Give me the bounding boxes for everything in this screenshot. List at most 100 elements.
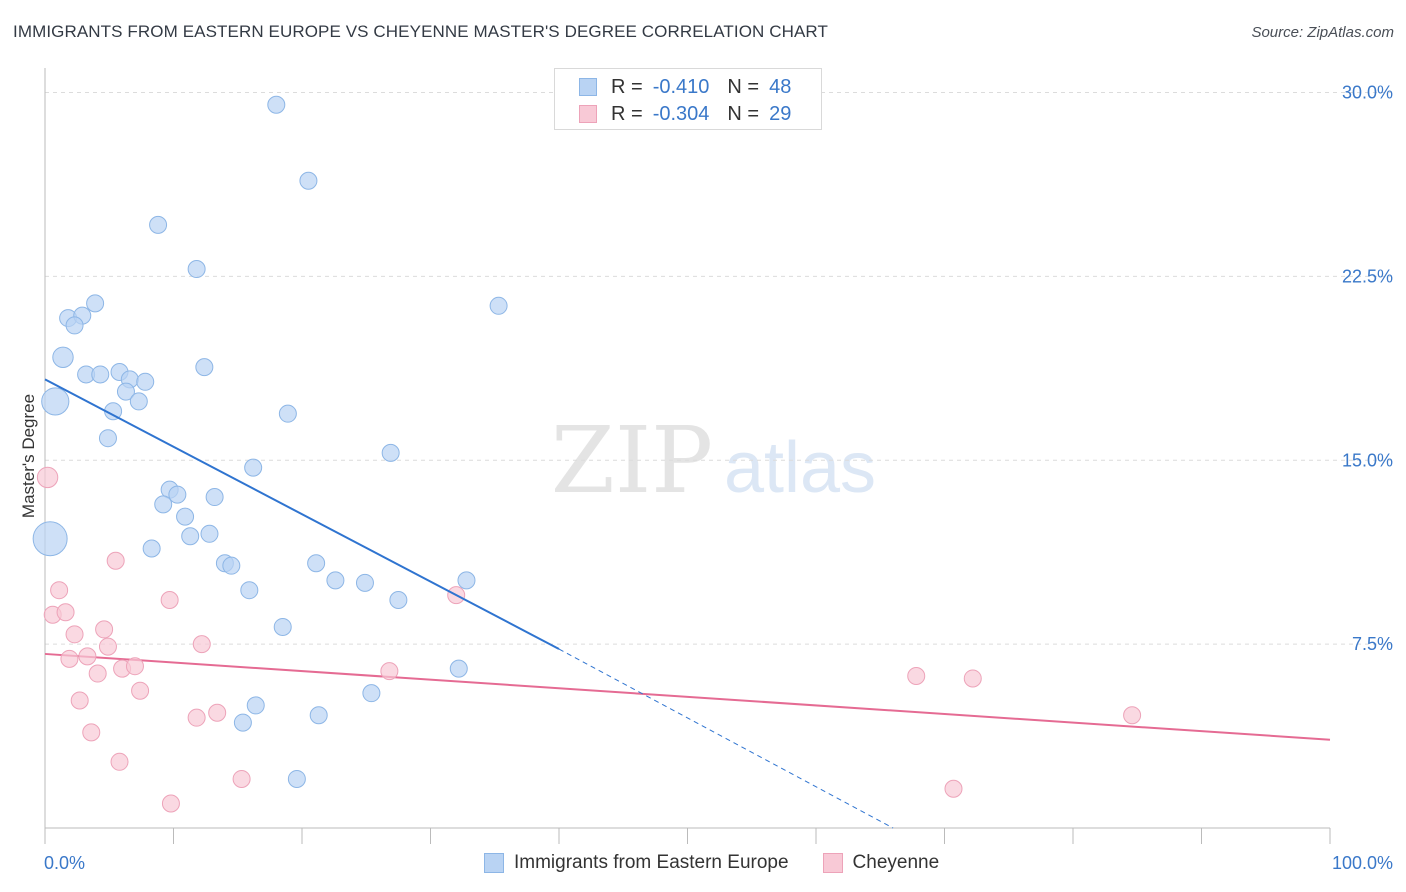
legend-swatch-eastern-europe xyxy=(484,853,504,873)
data-point xyxy=(106,551,125,570)
data-point xyxy=(98,429,117,448)
trendline-solid xyxy=(44,378,560,650)
data-point xyxy=(1123,706,1142,725)
r-value: -0.304 xyxy=(652,102,710,125)
legend-swatch-pink xyxy=(579,105,597,123)
data-point xyxy=(907,667,926,685)
n-value: 48 xyxy=(769,75,792,98)
chart-title: IMMIGRANTS FROM EASTERN EUROPE VS CHEYEN… xyxy=(13,22,828,41)
trendline-cheyenne xyxy=(44,652,1331,741)
data-point xyxy=(389,591,408,609)
data-point xyxy=(95,620,114,639)
data-point xyxy=(60,649,79,668)
data-point xyxy=(36,466,59,489)
data-point xyxy=(232,769,251,788)
data-point xyxy=(176,507,195,526)
n-label: N = xyxy=(727,75,760,98)
y-tick-label: 22.5% xyxy=(1342,266,1393,286)
watermark-atlas: atlas xyxy=(724,428,876,508)
tick-labels: 7.5% 15.0% 22.5% 30.0% 0.0% 100.0% xyxy=(44,83,1393,873)
data-point xyxy=(136,372,155,391)
points-eastern-europe xyxy=(32,95,508,788)
data-point xyxy=(70,691,89,710)
series-legend: Immigrants from Eastern Europe Cheyenne xyxy=(484,852,939,874)
legend-swatch-blue xyxy=(579,78,597,96)
data-point xyxy=(187,708,206,727)
trendline-eastern-europe xyxy=(44,378,894,829)
data-point xyxy=(91,365,110,384)
r-label: R = xyxy=(611,75,643,98)
data-point xyxy=(457,571,476,590)
source-label: Source: ZipAtlas.com xyxy=(1251,24,1394,41)
data-point xyxy=(32,521,68,557)
y-tick-label: 30.0% xyxy=(1342,83,1393,103)
data-point xyxy=(82,723,101,742)
data-point xyxy=(380,662,399,681)
data-point xyxy=(244,458,263,477)
stats-legend: R = -0.410 N = 48 R = -0.304 N = 29 xyxy=(554,68,822,130)
y-axis-label: Master's Degree xyxy=(19,394,38,518)
data-point xyxy=(168,485,187,504)
data-point xyxy=(192,635,211,654)
data-point xyxy=(273,617,292,636)
trendline-extension xyxy=(558,648,894,829)
data-point xyxy=(125,657,144,676)
data-point xyxy=(78,647,97,666)
y-tick-label: 7.5% xyxy=(1352,634,1393,654)
stats-row-cheyenne: R = -0.304 N = 29 xyxy=(579,102,791,126)
data-point xyxy=(240,581,259,600)
data-point xyxy=(200,524,219,543)
n-value: 29 xyxy=(769,102,792,125)
data-point xyxy=(381,443,400,462)
points-cheyenne xyxy=(36,466,1142,813)
data-point xyxy=(489,296,508,315)
r-label: R = xyxy=(611,102,643,125)
data-point xyxy=(131,681,150,700)
data-point xyxy=(208,703,227,722)
data-point xyxy=(88,664,107,683)
data-point xyxy=(362,684,381,703)
data-point xyxy=(161,794,180,813)
y-tick-label: 15.0% xyxy=(1342,450,1393,470)
n-label: N = xyxy=(727,102,760,125)
data-point xyxy=(41,387,70,416)
x-tick-label: 0.0% xyxy=(44,853,85,873)
data-point xyxy=(65,625,84,644)
data-point xyxy=(187,260,206,279)
data-point xyxy=(278,404,297,423)
r-value: -0.410 xyxy=(652,75,710,98)
data-point xyxy=(449,659,468,678)
data-point xyxy=(52,346,74,368)
data-point xyxy=(944,779,963,798)
data-point xyxy=(86,294,105,313)
stats-row-eastern-europe: R = -0.410 N = 48 xyxy=(579,75,791,99)
data-point xyxy=(287,769,306,788)
data-point xyxy=(181,527,200,546)
legend-label-eastern-europe: Immigrants from Eastern Europe xyxy=(514,852,789,873)
data-point xyxy=(326,571,345,590)
data-point xyxy=(129,392,148,411)
trendline-solid xyxy=(44,652,1331,741)
data-point xyxy=(154,495,173,514)
data-point xyxy=(195,358,214,377)
data-point xyxy=(116,382,135,401)
legend-swatch-cheyenne xyxy=(822,853,843,873)
data-point xyxy=(160,591,179,609)
data-point xyxy=(205,488,224,507)
data-point xyxy=(267,95,286,114)
data-point xyxy=(222,556,241,575)
data-point xyxy=(307,554,326,573)
data-point xyxy=(149,215,168,234)
data-point xyxy=(50,581,69,600)
data-point xyxy=(56,603,75,622)
data-point xyxy=(233,713,252,732)
data-point xyxy=(110,752,129,771)
data-point xyxy=(246,696,265,715)
data-point xyxy=(98,637,117,656)
data-point xyxy=(142,539,161,558)
data-point xyxy=(65,316,84,335)
data-point xyxy=(963,669,982,688)
legend-label-cheyenne: Cheyenne xyxy=(852,852,940,873)
data-point xyxy=(299,171,318,190)
